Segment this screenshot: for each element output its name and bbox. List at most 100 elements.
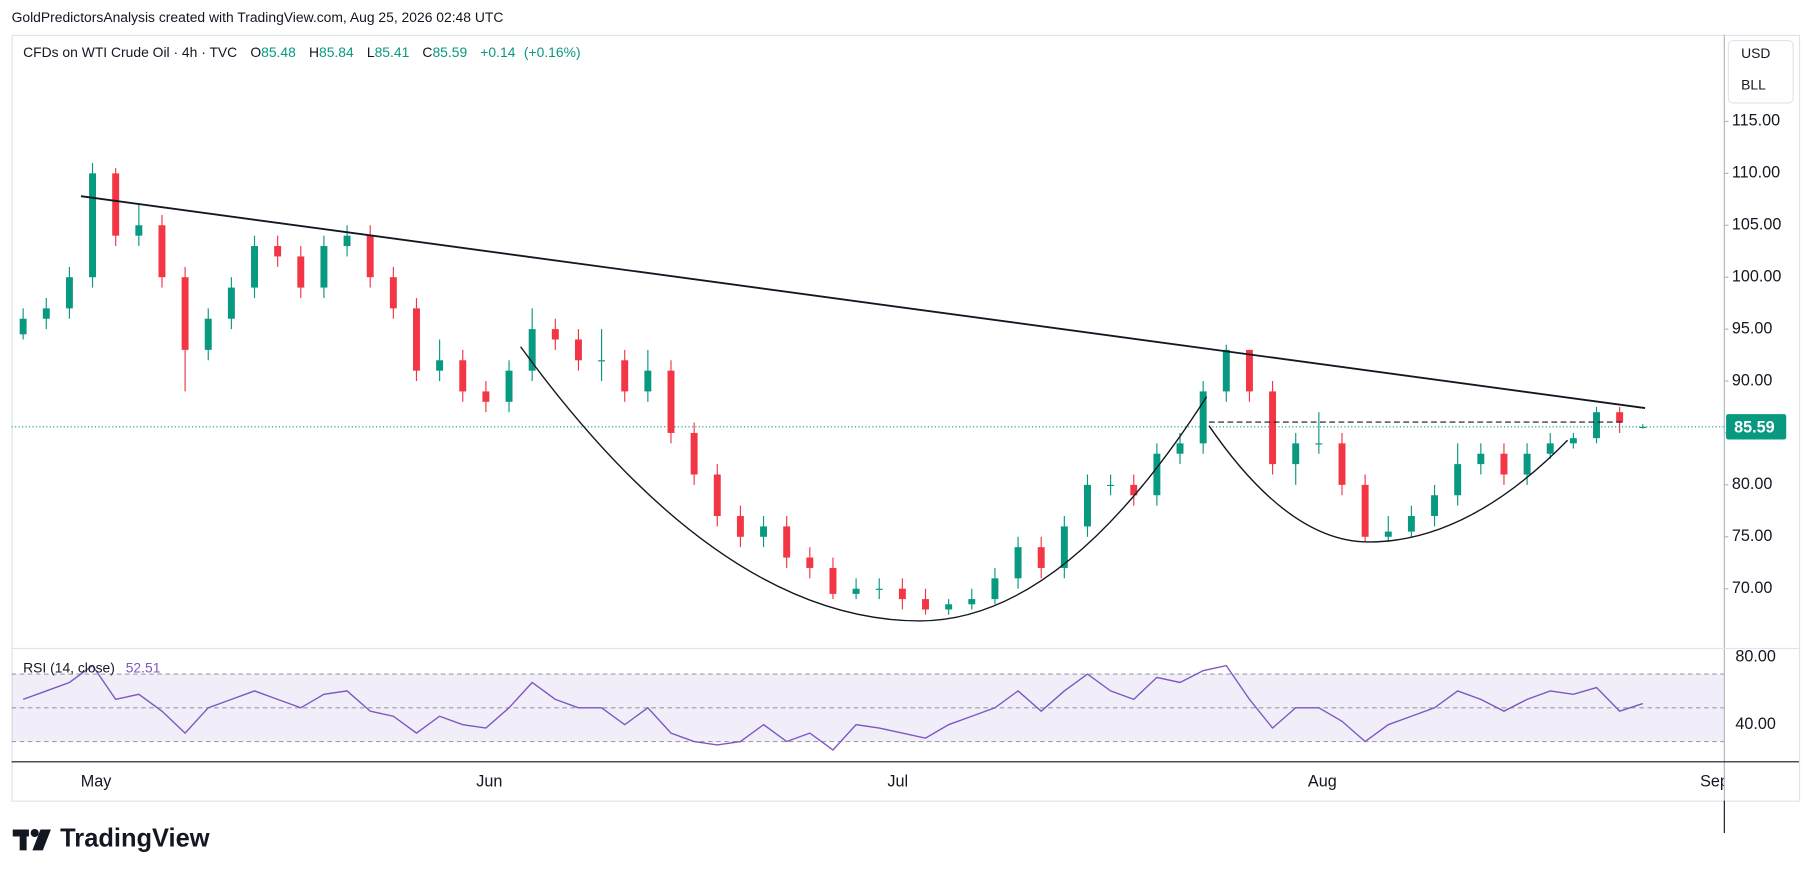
candle-body: [551, 329, 559, 340]
y-tick-label: 90.00: [1732, 371, 1773, 389]
currency-box[interactable]: [1727, 39, 1794, 104]
legend: CFDs on WTI Crude Oil · 4h · TVC O85.48 …: [23, 44, 580, 60]
candle-body: [274, 246, 282, 257]
price-label: 85.59: [1734, 418, 1775, 436]
candle-body: [251, 246, 258, 288]
y-tick-label: 95.00: [1732, 319, 1773, 337]
arc: [520, 346, 1208, 622]
candle-body: [922, 599, 929, 610]
candle-body: [528, 329, 536, 371]
candle-body: [644, 370, 652, 392]
c-label: C: [422, 44, 432, 60]
candle-body: [1245, 349, 1253, 392]
candle-body: [1037, 547, 1045, 568]
candle-body: [135, 225, 143, 236]
candle-body: [204, 318, 212, 350]
candle-body: [574, 339, 582, 361]
change-pct: (+0.16%): [524, 44, 581, 60]
x-tick-label: May: [81, 772, 112, 790]
currency[interactable]: USD: [1741, 45, 1770, 61]
candle-body: [1454, 464, 1462, 496]
x-tick-label: Sep: [1700, 772, 1729, 790]
rsi-line: [22, 664, 1643, 751]
candle-body: [1477, 453, 1485, 465]
candle-body: [898, 588, 906, 600]
candle-body: [1084, 484, 1091, 527]
candle-body: [1176, 443, 1184, 454]
candle-body: [1269, 391, 1277, 465]
candle-body: [1593, 412, 1600, 439]
candle-body: [389, 277, 397, 309]
y-tick-label: 105.00: [1732, 216, 1782, 234]
candle-body: [1546, 443, 1554, 454]
candle-body: [736, 516, 744, 537]
credit: GoldPredictorsAnalysis created with Trad…: [12, 9, 504, 25]
candle-body: [806, 557, 814, 568]
y-tick-label: 100.00: [1732, 267, 1782, 285]
candle-body: [667, 370, 675, 433]
candle-body: [413, 308, 420, 371]
y-tick-label: 70.00: [1732, 579, 1773, 597]
candle-body: [19, 318, 27, 335]
overlay: 70.0075.0080.0085.0090.0095.00100.00105.…: [1723, 112, 1787, 733]
candle-body: [1153, 453, 1161, 496]
unit[interactable]: BLL: [1741, 76, 1766, 92]
candle-body: [320, 246, 328, 288]
candle-body: [505, 370, 513, 402]
candle-body: [1500, 453, 1508, 475]
rsi-value: 52.51: [126, 659, 161, 675]
candle-body: [1639, 426, 1647, 428]
candle-body: [1107, 484, 1115, 487]
candle-body: [1616, 412, 1624, 423]
rsi-band: [11, 674, 1724, 742]
candle-body: [621, 360, 629, 392]
rsi-title: RSI (14, close): [23, 659, 115, 675]
l-value: 85.41: [375, 44, 410, 60]
o-label: O: [250, 44, 261, 60]
candle-body: [829, 567, 837, 594]
candle-body: [1060, 526, 1068, 568]
candle-body: [713, 474, 721, 517]
x-tick-label: Aug: [1308, 772, 1337, 790]
h-value: 85.84: [319, 44, 354, 60]
chart-frame: [11, 34, 1801, 802]
o-value: 85.48: [261, 44, 296, 60]
c-value: 85.59: [432, 44, 467, 60]
y-tick-label: 75.00: [1732, 527, 1773, 545]
candle-body: [297, 256, 305, 288]
candle-body: [690, 432, 698, 475]
candle-body: [991, 578, 999, 600]
brand-logo: [12, 828, 51, 851]
rsi-tick-label: 40.00: [1735, 715, 1776, 733]
candle-body: [945, 604, 953, 610]
trendline: [80, 195, 1646, 409]
y-tick-label: 80.00: [1732, 475, 1773, 493]
price-label-box: [1726, 414, 1787, 440]
candle-body: [1315, 443, 1323, 445]
candle-body: [598, 360, 606, 362]
candle-body: [1292, 443, 1300, 465]
candle-body: [760, 526, 768, 537]
candle-body: [1014, 547, 1022, 579]
candle-body: [482, 391, 490, 402]
candle-body: [1130, 484, 1138, 496]
candle-body: [1523, 453, 1531, 475]
symbol: CFDs on WTI Crude Oil · 4h · TVC: [23, 44, 237, 60]
candle-body: [366, 235, 374, 278]
candle-body: [968, 599, 976, 605]
brand: TradingView: [60, 825, 210, 853]
candle-body: [459, 360, 467, 392]
candle-body: [112, 173, 120, 236]
x-tick-label: Jun: [476, 772, 502, 790]
candle-body: [875, 588, 883, 590]
candle-body: [1338, 443, 1346, 485]
candle-body: [65, 277, 73, 309]
y-tick-label: 115.00: [1732, 112, 1780, 130]
candle-body: [1431, 495, 1439, 517]
change: +0.14: [480, 44, 515, 60]
y-tick-label: 110.00: [1732, 164, 1780, 182]
l-label: L: [367, 44, 375, 60]
candle-body: [343, 235, 351, 247]
candle-body: [1384, 531, 1392, 537]
